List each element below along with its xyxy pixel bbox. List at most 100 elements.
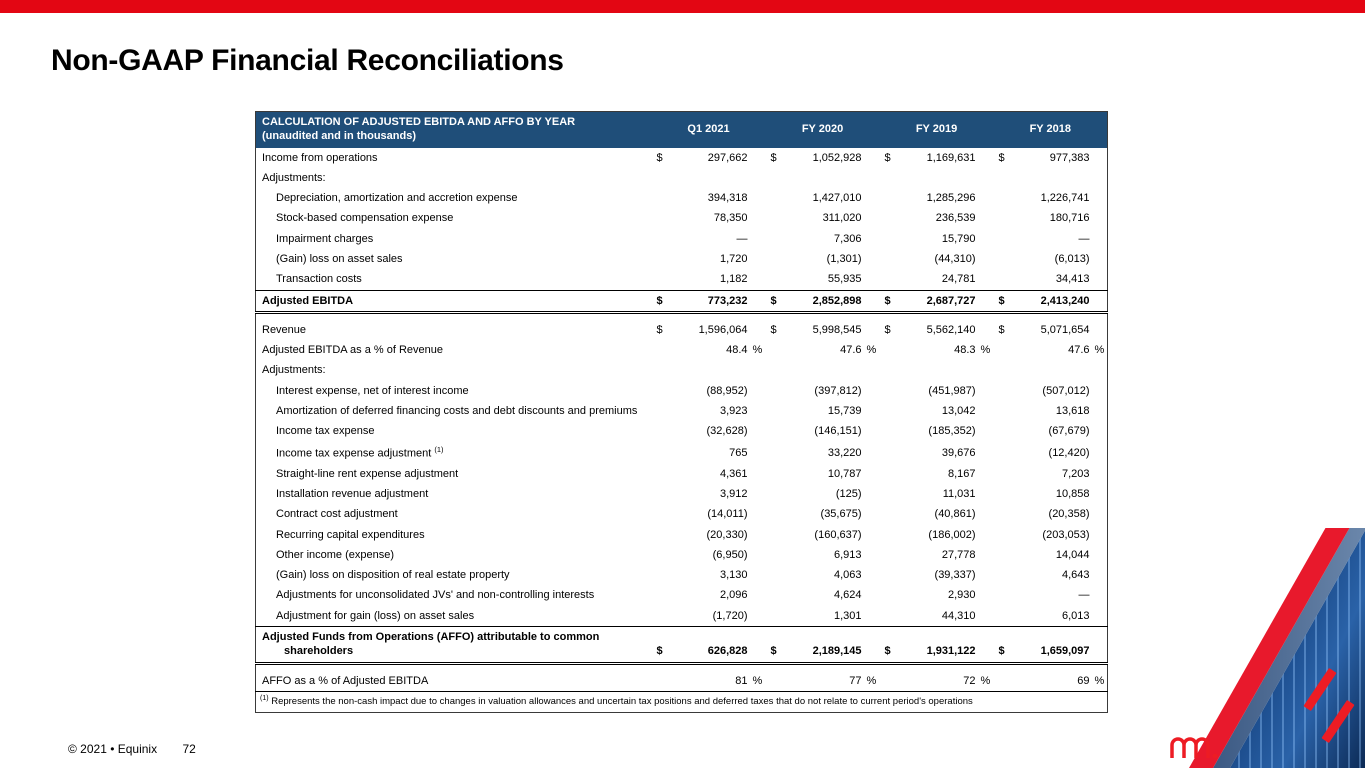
dollar-sign-cell — [994, 208, 1014, 228]
percent-sign-cell — [1092, 249, 1108, 269]
dollar-sign-cell — [994, 606, 1014, 627]
value-cell: — — [1078, 232, 1090, 245]
value-cell: (14,011) — [707, 508, 748, 521]
row-label: Depreciation, amortization and accretion… — [276, 192, 518, 205]
table-row: (Gain) loss on disposition of real estat… — [256, 565, 1108, 585]
percent-sign-cell — [750, 421, 766, 441]
dollar-sign-cell — [652, 504, 672, 524]
percent-sign-cell — [1092, 504, 1108, 524]
percent-sign-cell: % — [752, 344, 763, 357]
percent-sign-cell — [1092, 148, 1108, 168]
value-cell: 81 — [735, 674, 748, 687]
financial-table: CALCULATION OF ADJUSTED EBITDA AND AFFO … — [255, 111, 1109, 713]
percent-sign-cell — [864, 269, 880, 290]
percent-sign-cell — [864, 312, 880, 340]
value-cell: (44,310) — [934, 252, 976, 265]
percent-sign-cell — [978, 401, 994, 421]
value-cell: 13,042 — [941, 405, 976, 418]
column-header-fy-2019: FY 2019 — [879, 111, 994, 148]
table-row: Depreciation, amortization and accretion… — [256, 188, 1108, 208]
dollar-sign-cell: $ — [998, 151, 1005, 164]
dollar-sign-cell — [652, 188, 672, 208]
table-row: Transaction costs 1,182 55,935 24,781 34,413 — [256, 269, 1108, 290]
value-cell: 6,013 — [1061, 609, 1090, 622]
dollar-sign-cell — [766, 381, 786, 401]
dollar-sign-cell — [880, 269, 900, 290]
percent-sign-cell: % — [980, 344, 991, 357]
percent-sign-cell — [978, 381, 994, 401]
dollar-sign-cell — [994, 464, 1014, 484]
percent-sign-cell — [978, 168, 994, 188]
row-label: AFFO as a % of Adjusted EBITDA — [262, 674, 429, 687]
table-row: Income tax expense adjustment (1) 765 33,2… — [256, 442, 1108, 464]
percent-sign-cell — [750, 229, 766, 249]
value-cell: (507,012) — [1042, 384, 1090, 397]
table-title-line2: (unaudited and in thousands) — [262, 129, 416, 142]
percent-sign-cell — [750, 188, 766, 208]
footnote-marker: (1) — [260, 694, 269, 702]
value-cell: (160,637) — [814, 528, 862, 541]
dollar-sign-cell — [994, 504, 1014, 524]
percent-sign-cell — [978, 585, 994, 605]
value-cell: 765 — [729, 447, 748, 460]
percent-sign-cell — [977, 289, 994, 314]
dollar-sign-cell — [880, 442, 900, 464]
percent-sign-cell — [978, 269, 994, 290]
percent-sign-cell — [978, 249, 994, 269]
percent-sign-cell — [1092, 312, 1108, 340]
percent-sign-cell — [864, 504, 880, 524]
dollar-sign-cell — [652, 421, 672, 441]
percent-sign-cell — [749, 625, 766, 665]
dollar-sign-cell — [994, 229, 1014, 249]
page-number: 72 — [182, 742, 196, 756]
dollar-sign-cell — [652, 249, 672, 269]
row-label: Income from operations — [262, 151, 378, 164]
percent-sign-cell — [1092, 188, 1108, 208]
value-cell: 3,912 — [719, 487, 748, 500]
dollar-sign-cell — [652, 484, 672, 504]
dollar-sign-cell — [880, 208, 900, 228]
table-row: Adjusted EBITDA as a % of Revenue 48.4% 47… — [256, 340, 1108, 360]
table-row: Adjustments: — [256, 360, 1108, 380]
percent-sign-cell — [977, 625, 994, 665]
percent-sign-cell — [864, 148, 880, 168]
percent-sign-cell — [1092, 168, 1108, 188]
percent-sign-cell — [864, 168, 880, 188]
table-row: Amortization of deferred financing costs… — [256, 401, 1108, 421]
value-cell: 2,852,898 — [785, 289, 864, 314]
dollar-sign-cell — [994, 188, 1014, 208]
percent-sign-cell — [750, 249, 766, 269]
percent-sign-cell — [864, 585, 880, 605]
value-cell: 15,739 — [827, 405, 862, 418]
value-cell: 47.6 — [840, 344, 862, 357]
dollar-sign-cell — [994, 545, 1014, 565]
percent-sign-cell — [978, 504, 994, 524]
dollar-sign-cell — [994, 525, 1014, 545]
footnote-reference: (1) — [434, 444, 444, 454]
percent-sign-cell — [750, 525, 766, 545]
dollar-sign-cell — [994, 484, 1014, 504]
dollar-sign-cell — [766, 606, 786, 627]
percent-sign-cell — [1092, 565, 1108, 585]
dollar-sign-cell — [652, 340, 672, 360]
percent-sign-cell — [864, 381, 880, 401]
dollar-sign-cell — [652, 208, 672, 228]
dollar-sign-cell — [652, 606, 672, 627]
row-label: Transaction costs — [276, 273, 362, 286]
value-cell: (20,330) — [706, 528, 748, 541]
percent-sign-cell — [750, 606, 766, 627]
row-label: Contract cost adjustment — [276, 508, 398, 521]
dollar-sign-cell — [766, 401, 786, 421]
dollar-sign-cell — [766, 249, 786, 269]
percent-sign-cell — [750, 168, 766, 188]
percent-sign-cell — [1092, 381, 1108, 401]
value-cell: (20,358) — [1048, 508, 1090, 521]
column-header-fy-2018: FY 2018 — [993, 111, 1108, 148]
dollar-sign-cell: $ — [998, 323, 1005, 336]
percent-sign-cell — [864, 229, 880, 249]
percent-sign-cell — [864, 464, 880, 484]
value-cell: 4,361 — [719, 467, 748, 480]
dollar-sign-cell — [994, 421, 1014, 441]
page-title: Non-GAAP Financial Reconciliations — [51, 44, 564, 77]
percent-sign-cell — [978, 229, 994, 249]
